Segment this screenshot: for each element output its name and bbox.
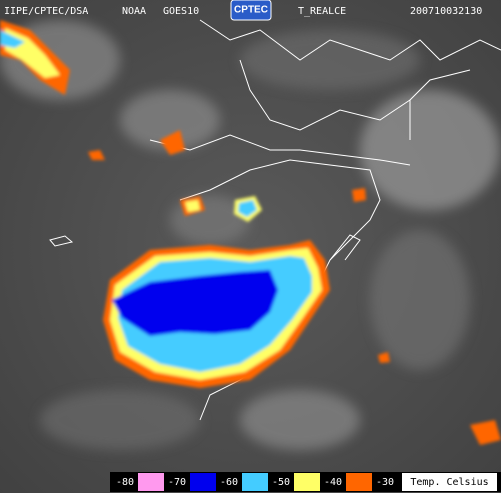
legend-label-box — [112, 473, 138, 491]
legend-label: -50 — [272, 477, 290, 488]
legend-swatch — [242, 473, 268, 491]
legend-label-box — [216, 473, 242, 491]
legend-label: -60 — [220, 477, 238, 488]
legend-label-box — [164, 473, 190, 491]
legend-swatch — [138, 473, 164, 491]
legend-label: -40 — [324, 477, 342, 488]
logo-box — [230, 0, 272, 21]
legend-label: -70 — [168, 477, 186, 488]
satellite: GOES10 — [163, 6, 199, 17]
satellite-org: NOAA — [122, 6, 146, 17]
storm — [0, 20, 501, 445]
agency: IIPE/CPTEC/DSA — [4, 6, 88, 17]
color-legend: -80 -70 -60 -50 -40 -30 Temp. Celsius — [110, 472, 501, 492]
legend-label: -80 — [116, 477, 134, 488]
legend-swatch — [190, 473, 216, 491]
legend-label: -30 — [376, 477, 394, 488]
legend-label-box — [320, 473, 346, 491]
legend-unit: Temp. Celsius — [410, 477, 488, 488]
logo: CPTEC — [234, 5, 268, 16]
clouds — [0, 20, 500, 450]
legend-label-box — [268, 473, 294, 491]
legend-unit-box — [402, 473, 497, 491]
timestamp: 200710032130 — [410, 6, 482, 17]
legend-label-box — [372, 473, 398, 491]
legend-swatch — [294, 473, 320, 491]
product: T_REALCE — [298, 6, 346, 17]
legend-swatch — [346, 473, 372, 491]
